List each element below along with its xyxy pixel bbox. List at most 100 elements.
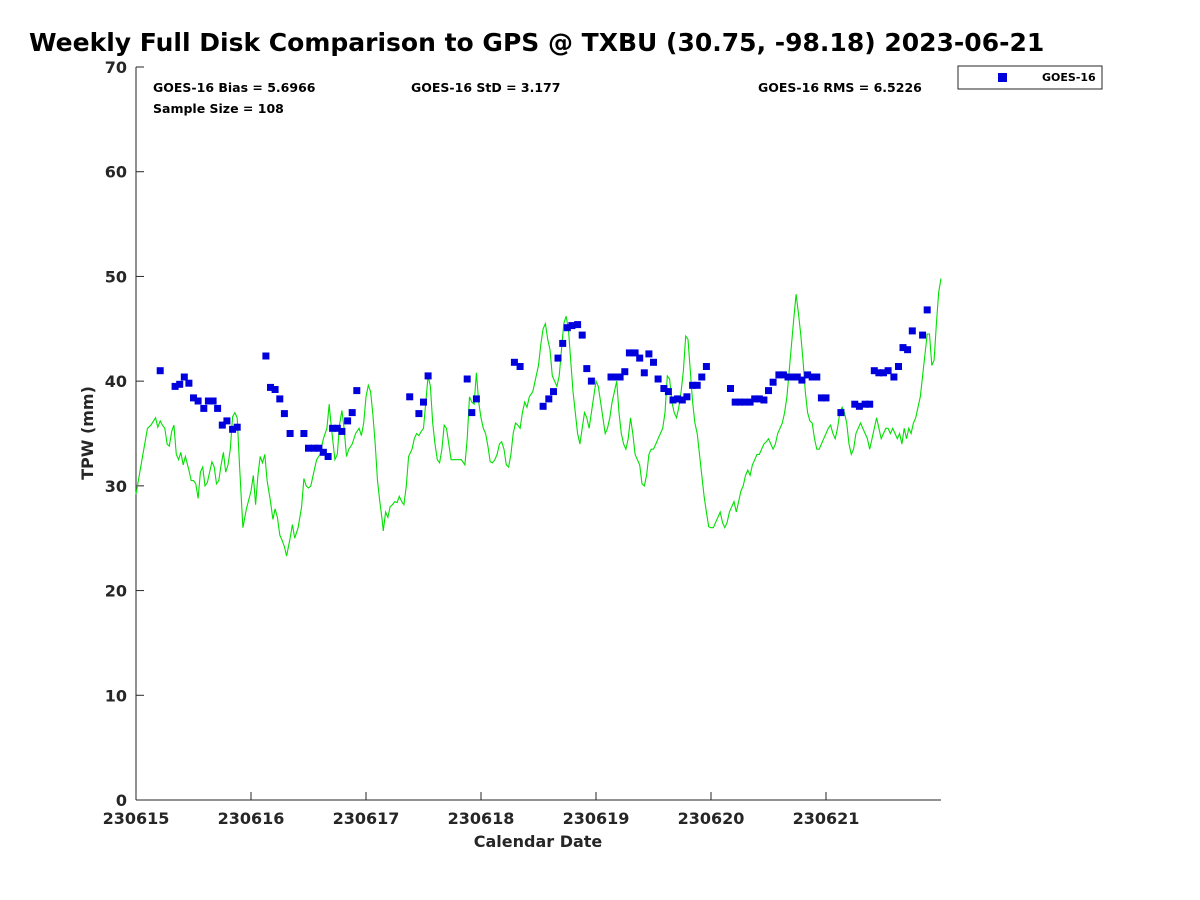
goes16-data-point [218, 421, 226, 429]
goes16-data-point [300, 430, 308, 437]
goes16-data-point [923, 306, 931, 314]
goes16-data-point [587, 377, 595, 385]
y-tick-label: 10 [105, 686, 127, 705]
goes16-data-point [607, 373, 615, 381]
legend-label-goes16: GOES-16 [1042, 71, 1096, 84]
goes16-data-point [884, 367, 892, 375]
gps-tpw-line [135, 278, 942, 557]
goes16-data-point [683, 393, 691, 401]
y-tick-label: 40 [105, 372, 127, 391]
goes16-data-point [204, 397, 212, 405]
gps-line-layer [135, 278, 942, 557]
goes16-data-point [516, 363, 524, 370]
goes16-data-point [740, 398, 748, 406]
y-tick-label: 30 [105, 477, 127, 496]
goes16-data-point [919, 331, 927, 339]
goes16-data-point [190, 394, 197, 402]
goes16-data-point [895, 363, 902, 370]
goes16-data-point [760, 396, 768, 404]
goes16-data-point [568, 322, 576, 330]
goes16-data-point [333, 424, 341, 432]
goes16-data-point [271, 386, 279, 393]
goes16-data-point [233, 423, 241, 431]
goes16-data-point [262, 352, 270, 360]
goes16-data-point [319, 448, 327, 456]
goes16-data-point [338, 427, 346, 435]
goes16-data-point [904, 346, 912, 354]
goes16-data-point [808, 373, 816, 381]
goes16-data-point [420, 398, 427, 406]
goes16-data-point [612, 373, 619, 381]
goes16-data-point [693, 381, 701, 389]
goes16-data-point [813, 373, 821, 381]
goes16-data-point [180, 373, 188, 381]
goes16-data-point [554, 354, 562, 362]
goes16-data-point [654, 375, 662, 383]
goes16-data-point [214, 404, 222, 412]
goes16-data-point [746, 398, 754, 406]
x-tick-label: 230617 [333, 809, 400, 828]
goes16-data-point [698, 373, 706, 381]
goes16-data-point [223, 417, 231, 425]
goes16-data-point [660, 385, 668, 392]
y-tick-label: 70 [105, 58, 127, 77]
goes16-data-point [280, 410, 288, 418]
goes16-data-point [156, 367, 164, 375]
x-tick-label: 230620 [678, 809, 745, 828]
goes16-data-point [176, 380, 184, 388]
goes16-data-point [789, 373, 797, 381]
goes16-data-point [837, 409, 845, 417]
goes16-data-point [855, 402, 863, 410]
goes16-data-point [861, 400, 869, 408]
y-tick-label: 50 [105, 267, 127, 286]
goes16-data-point [650, 358, 657, 366]
goes16-data-point [731, 398, 739, 406]
chart-title: Weekly Full Disk Comparison to GPS @ TXB… [29, 28, 1045, 57]
goes16-data-point [875, 369, 883, 377]
goes16-data-point [286, 430, 294, 437]
goes16-data-point [415, 410, 423, 418]
goes16-data-point [171, 382, 179, 390]
goes16-data-point [578, 331, 586, 339]
goes16-data-point [822, 394, 830, 402]
goes16-data-point [793, 373, 801, 381]
goes16-data-point [324, 453, 332, 460]
rms-stat: GOES-16 RMS = 6.5226 [758, 80, 922, 95]
goes16-data-point [702, 363, 710, 370]
goes16-data-point [736, 398, 744, 406]
goes16-data-point [510, 358, 518, 366]
goes16-data-point [621, 368, 629, 376]
goes16-data-point [267, 383, 274, 391]
goes16-data-point [315, 444, 323, 452]
goes16-data-point [305, 444, 312, 452]
x-tick-label: 230615 [103, 809, 170, 828]
goes16-data-point [678, 396, 686, 404]
x-tick-label: 230618 [448, 809, 515, 828]
goes16-data-point [559, 339, 567, 347]
x-tick-label: 230619 [563, 809, 630, 828]
y-tick-label: 0 [116, 791, 127, 810]
bias-stat: GOES-16 Bias = 5.6966 [153, 80, 316, 95]
goes16-data-point [625, 349, 633, 357]
goes16-data-point [563, 324, 571, 332]
std-stat: GOES-16 StD = 3.177 [411, 80, 560, 95]
goes16-data-point [344, 417, 352, 425]
goes16-data-point [194, 397, 202, 405]
goes16-data-point [640, 369, 648, 377]
legend-marker-goes16 [998, 73, 1007, 82]
goes16-data-point [775, 371, 783, 379]
goes16-points-layer [156, 306, 931, 460]
goes16-data-point [550, 388, 557, 396]
goes16-data-point [908, 327, 916, 335]
goes16-data-point [310, 444, 318, 452]
goes16-data-point [804, 371, 812, 379]
goes16-data-point [870, 367, 878, 375]
goes16-data-point [645, 350, 653, 358]
goes16-data-point [539, 402, 547, 410]
goes16-data-point [276, 395, 284, 403]
y-tick-label: 20 [105, 582, 127, 601]
goes16-data-point [664, 388, 672, 396]
goes16-data-point [880, 369, 887, 377]
goes16-data-point [574, 321, 582, 329]
